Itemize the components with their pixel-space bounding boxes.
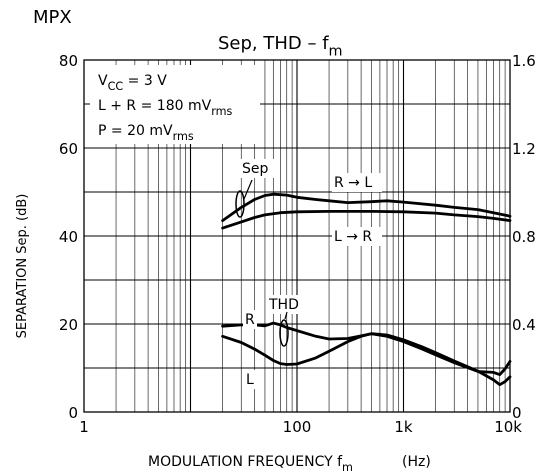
y-tick-left: 0 [68,404,78,422]
series-label-r: R [245,312,255,328]
sep-leader-line [243,179,253,200]
condition-line: P = 20 mVrms [98,123,194,143]
x-axis-unit: (Hz) [402,454,431,470]
y-axis-label-left: SEPARATION Sep. (dB) [15,194,30,339]
series-label-l-to-r: L → R [334,229,372,245]
condition-line: L + R = 180 mVrms [98,98,232,118]
group-label-sep-bg [240,159,274,178]
series-label-l: L [246,372,254,388]
y-tick-left: 20 [59,316,78,334]
x-tick-label: 10k [494,418,522,436]
plot-frame [83,59,511,413]
conditions-background [90,65,260,144]
x-tick-label: 100 [283,418,312,436]
series-label-l-to-r-bg [332,227,382,246]
series-label-r-to-l: R → L [334,175,372,191]
y-tick-right: 1.6 [512,52,536,70]
group-label-thd: THD [268,297,299,313]
y-tick-right: 0.8 [512,228,536,246]
chart-title: Sep, THD – fm [218,33,343,59]
series-label-l-bg [244,370,258,389]
group-label-thd-bg [267,295,303,314]
x-tick-label: 1 [79,418,89,436]
y-tick-right: 0.4 [512,316,536,334]
series-layer [221,192,512,387]
thd-leader-line [284,311,288,320]
sep-bracket-ellipse [235,190,245,218]
y-tick-left: 40 [59,228,78,246]
y-tick-left: 60 [59,140,78,158]
thd-bracket-ellipse [279,319,289,347]
series-line-0 [221,192,512,223]
series-label-r-to-l-bg [332,173,382,192]
y-tick-right: 1.2 [512,140,536,158]
y-tick-left: 80 [59,52,78,70]
condition-line: VCC = 3 V [98,73,167,93]
header-mpx: MPX [33,7,72,28]
series-label-r-bg [243,310,257,329]
group-label-sep: Sep [242,161,269,177]
labels-layer: MPX Sep, THD – fm 0 20 40 60 80 0 0.4 0.8 1.2 1.6 1 1… [15,7,536,474]
series-line-3 [221,332,512,387]
series-line-1 [221,209,512,230]
x-axis-label: MODULATION FREQUENCY fm [148,454,353,474]
y-tick-right: 0 [512,404,522,422]
x-tick-label: 1k [394,418,413,436]
